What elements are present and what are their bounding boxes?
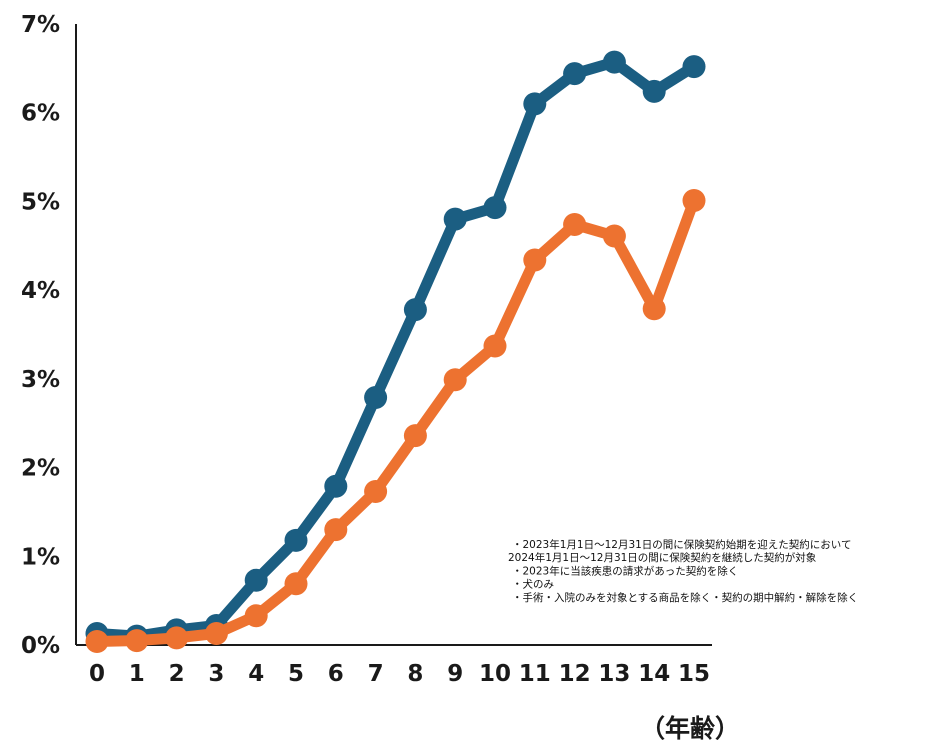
x-tick-label: 5 (288, 661, 304, 687)
y-tick-label: 4% (21, 278, 60, 304)
x-tick-label: 0 (89, 661, 105, 687)
series-2-point (403, 424, 427, 448)
series-1-point (324, 474, 348, 498)
series-1-point (364, 385, 388, 409)
x-tick-label: 8 (407, 661, 423, 687)
y-tick-label: 2% (21, 456, 60, 482)
series-1-point (244, 568, 268, 592)
y-tick-label: 5% (21, 189, 60, 215)
series-2-line (91, 195, 700, 647)
x-tick-label: 4 (248, 661, 264, 687)
footnote-line: ・2023年1月1日〜12月31日の間に保険契約始期を迎えた契約において (512, 538, 852, 551)
series-2-point (364, 480, 388, 504)
x-tick-label: 1 (129, 661, 145, 687)
x-tick-label: 14 (638, 661, 670, 687)
series-2-point (523, 248, 547, 272)
x-tick-label: 2 (169, 661, 185, 687)
footnote-line: ・手術・入院のみを対象とする商品を除く・契約の期中解約・解除を除く (512, 591, 858, 604)
footnote-line: ・2023年に当該疾患の請求があった契約を除く (512, 564, 738, 577)
y-tick-label: 7% (21, 12, 60, 38)
y-tick-label: 6% (21, 101, 60, 127)
x-tick-label: 7 (368, 661, 384, 687)
series-1-point (523, 92, 547, 116)
series-1-point (483, 196, 507, 220)
series-1-point (563, 62, 587, 86)
x-tick-label: 13 (598, 661, 630, 687)
x-tick-label: 10 (479, 661, 511, 687)
y-tick-label: 0% (21, 633, 60, 659)
x-tick-label: 9 (447, 661, 463, 687)
series-1-line (91, 56, 700, 642)
x-tick-label: 3 (208, 661, 224, 687)
x-axis-label: （年齢） (640, 714, 740, 742)
series-2-point (443, 368, 467, 392)
series-2-point (602, 224, 626, 248)
series-2-point (324, 518, 348, 542)
footnote-line: 2024年1月1日〜12月31日の間に保険契約を継続した契約が対象 (508, 551, 816, 564)
series-1-point (284, 528, 308, 552)
series-2-point (563, 212, 587, 236)
footnote-line: ・犬のみ (512, 578, 554, 591)
series-2-point (85, 629, 109, 653)
series-2-point (244, 604, 268, 628)
series-1-point (642, 79, 666, 103)
x-tick-label: 15 (678, 661, 710, 687)
series-2-point (483, 334, 507, 358)
y-tick-label: 1% (21, 544, 60, 570)
series-2-point (682, 189, 706, 213)
x-tick-label: 6 (328, 661, 344, 687)
series-1-point (403, 298, 427, 322)
series-1-point (443, 207, 467, 231)
series-2-point (284, 572, 308, 596)
series-1-point (682, 55, 706, 79)
y-tick-label: 3% (21, 367, 60, 393)
series-1-point (602, 50, 626, 74)
x-tick-label: 12 (559, 661, 591, 687)
x-tick-label: 11 (519, 661, 551, 687)
series-2-point (165, 626, 189, 650)
series-2-point (642, 297, 666, 321)
series-2-point (204, 621, 228, 645)
footnotes: ・2023年1月1日〜12月31日の間に保険契約始期を迎えた契約において2024… (508, 538, 858, 604)
series-2-point (125, 629, 149, 653)
